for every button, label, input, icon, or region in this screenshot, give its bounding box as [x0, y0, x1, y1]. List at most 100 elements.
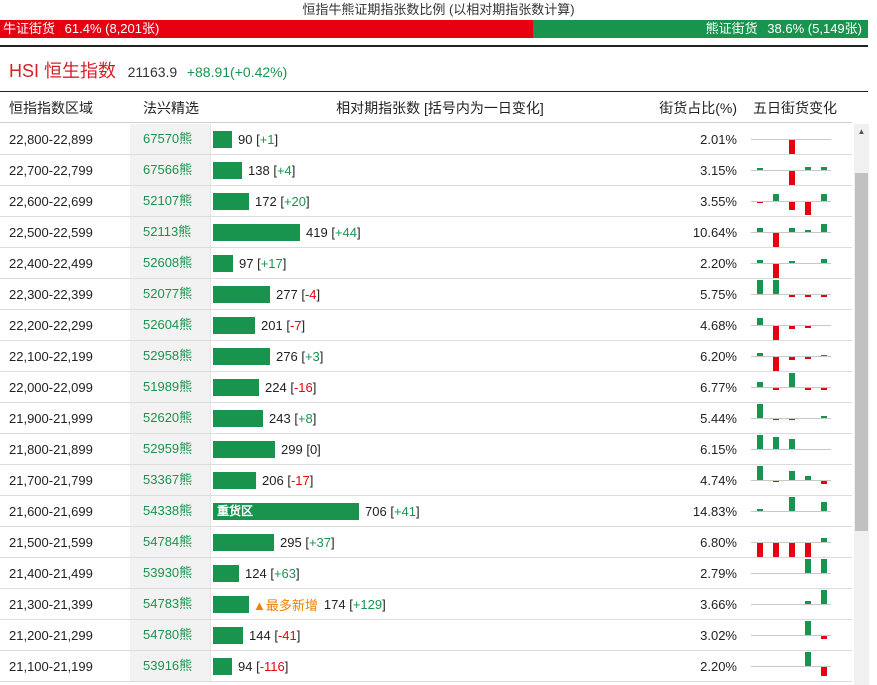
contracts-cell: ▲最多新增 174 [+129]	[210, 589, 650, 619]
sparkline-bar	[805, 167, 811, 170]
contracts-change: -116	[259, 658, 285, 674]
table-row[interactable]: 21,800-21,899 52959熊 299 [0] 6.15%	[0, 434, 852, 465]
table-row[interactable]: 21,300-21,399 54783熊 ▲最多新增 174 [+129] 3.66%	[0, 589, 852, 620]
warrant-code-link[interactable]: 67570熊	[130, 124, 210, 154]
contracts-amount: 277	[276, 286, 298, 302]
table-row[interactable]: 21,600-21,699 54338熊 重货区 706 [+41] 14.83%	[0, 496, 852, 527]
table-row[interactable]: 22,800-22,899 67570熊 90 [+1] 2.01%	[0, 124, 852, 155]
contracts-bar	[213, 564, 239, 582]
sparkline-baseline	[751, 387, 831, 388]
table-row[interactable]: 22,000-22,099 51989熊 224 [-16] 6.77%	[0, 372, 852, 403]
sparkline-bar	[821, 502, 827, 511]
warrant-code-link[interactable]: 52113熊	[130, 217, 210, 247]
contracts-amount-text: 243 [+8]	[269, 410, 317, 426]
warrant-code-link[interactable]: 52604熊	[130, 310, 210, 340]
table-row[interactable]: 22,300-22,399 52077熊 277 [-4] 5.75%	[0, 279, 852, 310]
five-day-sparkline	[751, 403, 831, 433]
contracts-bar	[213, 595, 249, 613]
five-day-sparkline	[751, 372, 831, 402]
sparkline-bar	[757, 353, 763, 356]
share-percent: 2.01%	[700, 131, 737, 147]
warrant-code-link[interactable]: 52077熊	[130, 279, 210, 309]
share-percent: 6.20%	[700, 348, 737, 364]
warrant-code-link[interactable]: 54784熊	[130, 527, 210, 557]
contracts-cell: 299 [0]	[210, 434, 650, 464]
warrant-code-link[interactable]: 54338熊	[130, 496, 210, 526]
contracts-change: +1	[259, 131, 275, 147]
five-day-sparkline	[751, 155, 831, 185]
sparkline-bar	[789, 497, 795, 511]
sparkline-bar	[757, 435, 763, 449]
warrant-code-link[interactable]: 54783熊	[130, 589, 210, 619]
sparkline-bar	[821, 559, 827, 573]
scrollbar-thumb[interactable]	[855, 173, 868, 531]
sparkline-bar	[805, 652, 811, 666]
warrant-code-link[interactable]: 52107熊	[130, 186, 210, 216]
contracts-amount: 138	[248, 162, 270, 178]
contracts-change: +4	[276, 162, 292, 178]
table-row[interactable]: 22,100-22,199 52958熊 276 [+3] 6.20%	[0, 341, 852, 372]
table-row[interactable]: 21,500-21,599 54784熊 295 [+37] 6.80%	[0, 527, 852, 558]
sparkline-baseline	[751, 480, 831, 481]
table-row[interactable]: 21,900-21,999 52620熊 243 [+8] 5.44%	[0, 403, 852, 434]
warrant-code-link[interactable]: 52959熊	[130, 434, 210, 464]
contracts-cell: 97 [+17]	[210, 248, 650, 278]
sparkline-bar	[773, 437, 779, 449]
scroll-up-arrow-icon[interactable]: ▲	[854, 124, 869, 140]
index-range: 21,300-21,399	[9, 596, 93, 612]
sparkline-bar	[757, 228, 763, 232]
warrant-code-link[interactable]: 54780熊	[130, 620, 210, 650]
five-day-sparkline	[751, 341, 831, 371]
warrant-code-link[interactable]: 51989熊	[130, 372, 210, 402]
contracts-cell: 144 [-41]	[210, 620, 650, 650]
warrant-code-link[interactable]: 53930熊	[130, 558, 210, 588]
sparkline-bar	[773, 194, 779, 201]
sparkline-bar	[773, 388, 779, 390]
table-row[interactable]: 22,500-22,599 52113熊 419 [+44] 10.64%	[0, 217, 852, 248]
table-row[interactable]: 21,100-21,199 53916熊 94 [-116] 2.20%	[0, 651, 852, 682]
table-row[interactable]: 22,200-22,299 52604熊 201 [-7] 4.68%	[0, 310, 852, 341]
table-row[interactable]: 22,600-22,699 52107熊 172 [+20] 3.55%	[0, 186, 852, 217]
five-day-sparkline	[751, 651, 831, 681]
sparkline-bar	[757, 404, 763, 418]
contracts-change: +41	[393, 503, 416, 519]
table-top-divider	[0, 91, 868, 92]
table-row[interactable]: 21,400-21,499 53930熊 124 [+63] 2.79%	[0, 558, 852, 589]
contracts-amount-text: 201 [-7]	[261, 317, 306, 333]
five-day-cell	[747, 248, 852, 278]
warrant-code-link[interactable]: 52620熊	[130, 403, 210, 433]
contracts-cell: 295 [+37]	[210, 527, 650, 557]
sparkline-bar	[789, 171, 795, 185]
bear-count: (5,149张)	[807, 21, 862, 36]
warrant-code-link[interactable]: 67566熊	[130, 155, 210, 185]
share-percent: 3.15%	[700, 162, 737, 178]
index-range: 22,000-22,099	[9, 379, 93, 395]
contracts-amount-text: 206 [-17]	[262, 472, 314, 488]
contracts-amount: 276	[276, 348, 298, 364]
sparkline-bar	[773, 264, 779, 278]
index-range: 21,700-21,799	[9, 472, 93, 488]
contracts-change: +37	[308, 534, 331, 550]
five-day-cell	[747, 527, 852, 557]
index-name[interactable]: HSI 恒生指数	[9, 61, 117, 81]
table-row[interactable]: 21,200-21,299 54780熊 144 [-41] 3.02%	[0, 620, 852, 651]
warrant-code-link[interactable]: 53916熊	[130, 651, 210, 681]
table-row[interactable]: 22,700-22,799 67566熊 138 [+4] 3.15%	[0, 155, 852, 186]
header-pick: 法兴精选	[143, 99, 199, 116]
warrant-code-link[interactable]: 52608熊	[130, 248, 210, 278]
most-new-badge: ▲最多新增	[253, 597, 318, 613]
index-range: 21,600-21,699	[9, 503, 93, 519]
five-day-sparkline	[751, 527, 831, 557]
sparkline-bar	[757, 260, 763, 263]
warrant-code-link[interactable]: 53367熊	[130, 465, 210, 495]
sparkline-bar	[789, 357, 795, 360]
sparkline-bar	[757, 543, 763, 557]
five-day-sparkline	[751, 589, 831, 619]
sparkline-bar	[789, 419, 795, 420]
share-percent: 6.15%	[700, 441, 737, 457]
table-row[interactable]: 22,400-22,499 52608熊 97 [+17] 2.20%	[0, 248, 852, 279]
sparkline-bar	[821, 416, 827, 418]
warrant-code-link[interactable]: 52958熊	[130, 341, 210, 371]
table-row[interactable]: 21,700-21,799 53367熊 206 [-17] 4.74%	[0, 465, 852, 496]
contracts-amount: 706	[365, 503, 387, 519]
